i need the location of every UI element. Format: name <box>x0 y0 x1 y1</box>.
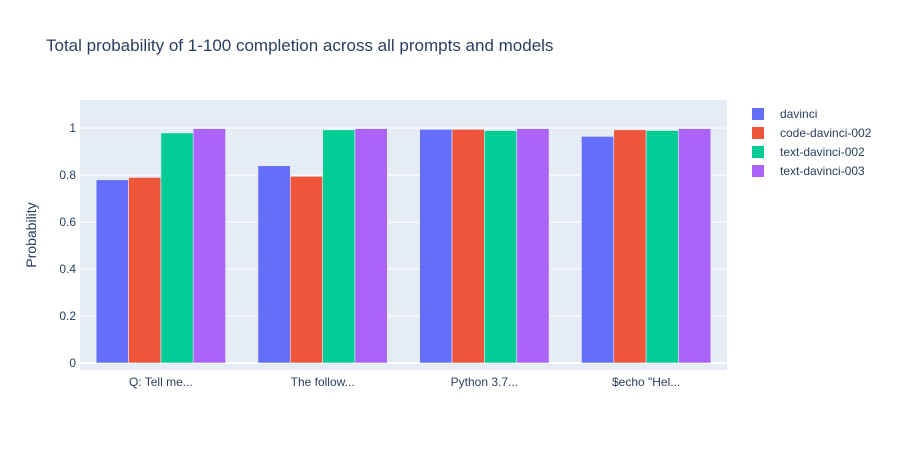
legend-label: text-davinci-002 <box>780 145 865 159</box>
bar-davinci-2[interactable] <box>419 129 453 364</box>
x-tick-label: The follow... <box>291 375 355 389</box>
y-tick-label: 0.2 <box>59 309 76 323</box>
x-tick-label: $echo "Hel... <box>612 375 680 389</box>
legend[interactable]: davinci code-davinci-002 text-davinci-002 t… <box>752 107 872 178</box>
chart-title: Total probability of 1-100 completion ac… <box>46 36 553 55</box>
y-tick-label: 0.6 <box>59 215 76 229</box>
bar-code-davinci-002-0[interactable] <box>128 177 162 364</box>
bar-text-davinci-003-3[interactable] <box>678 128 712 364</box>
legend-label: text-davinci-003 <box>780 164 865 178</box>
legend-swatch <box>752 127 764 139</box>
bar-text-davinci-002-0[interactable] <box>160 132 194 364</box>
legend-swatch <box>752 165 764 177</box>
legend-swatch <box>752 108 764 120</box>
legend-swatch <box>752 146 764 158</box>
x-axis-ticks: Q: Tell me... The follow... Python 3.7... $… <box>129 375 680 389</box>
legend-item-davinci[interactable]: davinci <box>752 107 817 121</box>
bar-text-davinci-002-2[interactable] <box>484 130 518 364</box>
y-tick-label: 0.8 <box>59 168 76 182</box>
bars <box>95 128 712 364</box>
legend-item-code-davinci-002[interactable]: code-davinci-002 <box>752 126 872 140</box>
y-axis-ticks: 0 0.2 0.4 0.6 0.8 1 <box>59 121 76 370</box>
bar-text-davinci-003-0[interactable] <box>192 128 226 364</box>
legend-item-text-davinci-003[interactable]: text-davinci-003 <box>752 164 865 178</box>
bar-text-davinci-002-3[interactable] <box>645 130 679 364</box>
legend-item-text-davinci-002[interactable]: text-davinci-002 <box>752 145 865 159</box>
bar-text-davinci-003-1[interactable] <box>354 128 388 364</box>
bar-code-davinci-002-1[interactable] <box>289 176 323 364</box>
legend-label: davinci <box>780 107 817 121</box>
bar-text-davinci-002-1[interactable] <box>322 129 356 364</box>
y-axis-title: Probability <box>23 202 39 267</box>
y-tick-label: 0.4 <box>59 262 76 276</box>
bar-davinci-3[interactable] <box>581 136 615 364</box>
legend-label: code-davinci-002 <box>780 126 872 140</box>
x-tick-label: Python 3.7... <box>451 375 518 389</box>
y-tick-label: 0 <box>69 356 76 370</box>
y-tick-label: 1 <box>69 121 76 135</box>
bar-text-davinci-003-2[interactable] <box>516 128 550 364</box>
bar-davinci-1[interactable] <box>257 165 291 364</box>
bar-code-davinci-002-3[interactable] <box>613 129 647 364</box>
bar-davinci-0[interactable] <box>95 179 129 364</box>
bar-code-davinci-002-2[interactable] <box>451 129 485 364</box>
x-tick-label: Q: Tell me... <box>129 375 193 389</box>
